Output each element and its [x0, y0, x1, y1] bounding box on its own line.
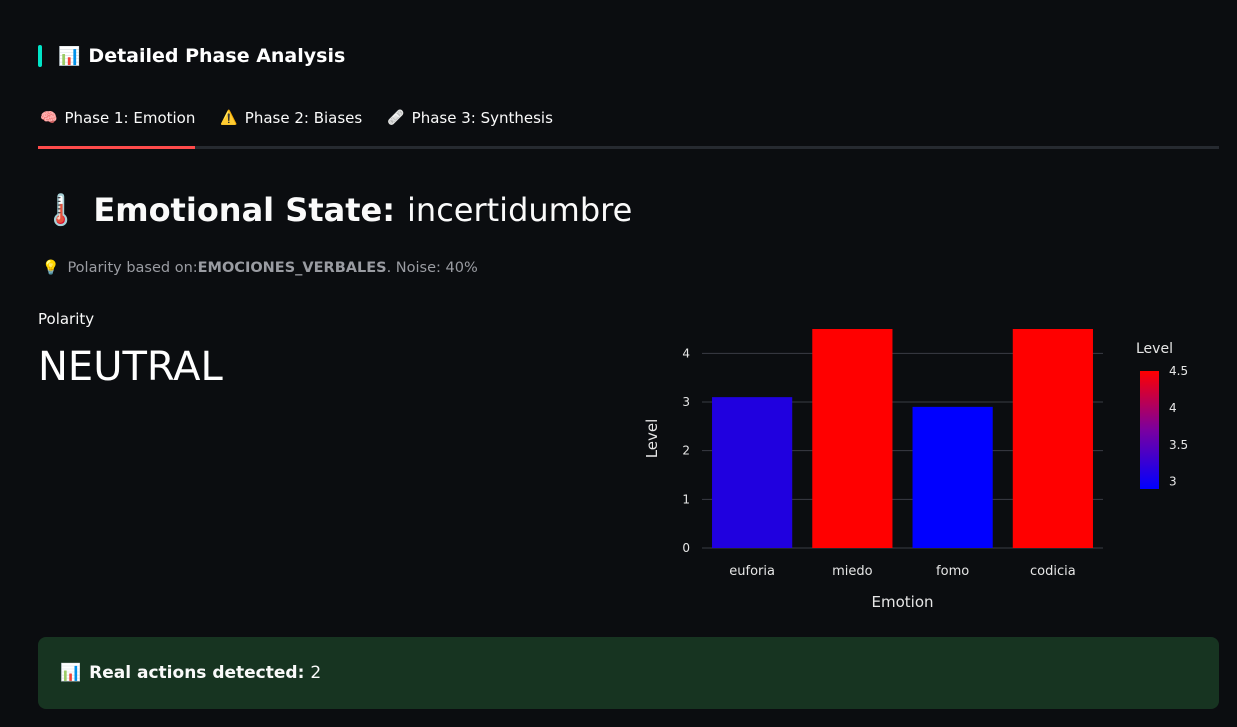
tab-phase-2-biases[interactable]: ⚠️ Phase 2: Biases — [218, 100, 362, 136]
bar-miedo — [812, 329, 893, 548]
polarity-metric-value: NEUTRAL — [38, 344, 223, 390]
y-tick-label: 4 — [682, 346, 690, 360]
colorbar-tick-label: 3 — [1169, 475, 1177, 489]
colorbar — [1140, 371, 1159, 489]
emotional-state-label: Emotional State: — [93, 191, 396, 229]
caption-source: EMOCIONES_VERBALES — [197, 260, 387, 276]
bar-chart-icon: 📊 — [58, 45, 81, 67]
thermometer-icon: 🌡️ — [42, 192, 80, 228]
x-tick-label: fomo — [936, 564, 969, 579]
alert-value: 2 — [310, 663, 322, 683]
x-tick-label: euforia — [729, 564, 775, 579]
emotional-state-value: incertidumbre — [407, 191, 633, 229]
tab-label: Phase 2: Biases — [244, 109, 363, 127]
caption-prefix: Polarity based on: — [67, 260, 198, 276]
x-tick-label: codicia — [1030, 564, 1076, 579]
x-axis-title: Emotion — [872, 593, 934, 611]
colorbar-tick-label: 4 — [1169, 401, 1177, 415]
section-accent-bar — [38, 45, 42, 67]
tab-phase-1-emotion[interactable]: 🧠 Phase 1: Emotion — [38, 100, 196, 149]
alert-label: Real actions detected: — [89, 663, 305, 683]
tab-bar: 🧠 Phase 1: Emotion ⚠️ Phase 2: Biases 🩹 … — [38, 100, 1219, 149]
bar-euforia — [712, 397, 793, 548]
colorbar-tick-label: 4.5 — [1169, 364, 1188, 378]
bar-codicia — [1012, 329, 1093, 548]
x-tick-label: miedo — [832, 564, 873, 579]
brain-icon: 🧠 — [40, 110, 58, 126]
tab-phase-3-synthesis[interactable]: 🩹 Phase 3: Synthesis — [385, 100, 553, 136]
tab-label: Phase 3: Synthesis — [411, 109, 553, 127]
section-title: Detailed Phase Analysis — [88, 45, 346, 67]
lightbulb-icon: 💡 — [42, 260, 60, 276]
bar-chart-icon: 📊 — [60, 663, 82, 683]
y-tick-label: 3 — [682, 395, 690, 409]
y-tick-label: 0 — [682, 541, 690, 555]
bar-fomo — [912, 406, 993, 548]
caption-suffix: . Noise: 40% — [386, 260, 478, 276]
bandage-icon: 🩹 — [387, 110, 405, 126]
warning-icon: ⚠️ — [220, 110, 238, 126]
y-tick-label: 2 — [682, 444, 690, 458]
polarity-metric-label: Polarity — [38, 310, 95, 328]
emotional-state-heading: 🌡️ Emotional State: incertidumbre — [42, 186, 632, 234]
colorbar-title: Level — [1136, 341, 1173, 357]
tab-label: Phase 1: Emotion — [64, 109, 196, 127]
emotion-level-bar-chart[interactable]: 0 1 2 3 4 euforia miedo fomo codicia Emotion Level… — [630, 310, 1210, 620]
y-axis-title: Level — [643, 419, 661, 459]
real-actions-alert: 📊 Real actions detected: 2 — [38, 637, 1219, 709]
y-tick-label: 1 — [682, 492, 690, 506]
section-header: 📊 Detailed Phase Analysis — [38, 40, 345, 72]
colorbar-tick-label: 3.5 — [1169, 438, 1188, 452]
polarity-caption: 💡 Polarity based on: EMOCIONES_VERBALES … — [42, 260, 478, 276]
